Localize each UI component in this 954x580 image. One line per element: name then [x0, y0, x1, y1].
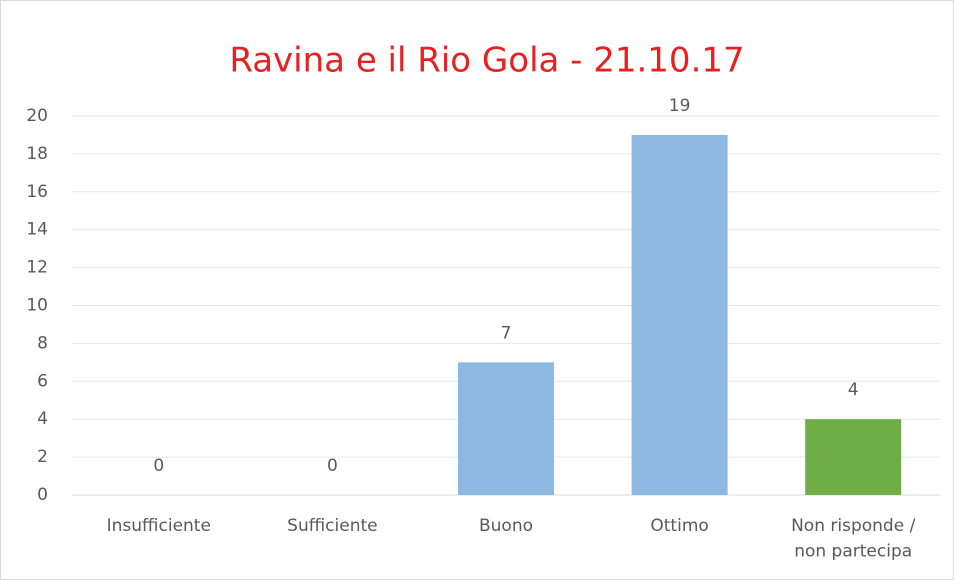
x-tick-label: Insufficiente: [107, 516, 211, 536]
y-tick-label: 14: [26, 220, 48, 240]
value-label: 4: [848, 380, 859, 400]
y-tick-label: 10: [26, 296, 48, 316]
y-tick-label: 0: [37, 485, 48, 505]
y-tick-label: 8: [37, 333, 48, 353]
x-tick-label: Sufficiente: [287, 516, 377, 536]
bar: [631, 134, 728, 495]
x-tick-label: Non risponde / non partecipa: [791, 516, 915, 562]
y-tick-label: 16: [26, 182, 48, 202]
y-tick-label: 2: [37, 447, 48, 467]
y-tick-label: 18: [26, 144, 48, 164]
bar: [805, 419, 902, 495]
bar: [458, 362, 554, 495]
y-tick-label: 12: [26, 258, 48, 278]
value-label: 19: [669, 96, 691, 116]
value-label: 0: [327, 456, 338, 476]
value-label: 7: [501, 323, 512, 343]
y-tick-label: 4: [37, 409, 48, 429]
x-tick-label: Buono: [479, 516, 533, 536]
value-label: 0: [153, 456, 164, 476]
y-tick-label: 6: [37, 371, 48, 391]
chart-title: Ravina e il Rio Gola - 21.10.17: [229, 41, 744, 81]
x-tick-label: Ottimo: [650, 516, 708, 536]
y-tick-label: 20: [26, 106, 48, 126]
